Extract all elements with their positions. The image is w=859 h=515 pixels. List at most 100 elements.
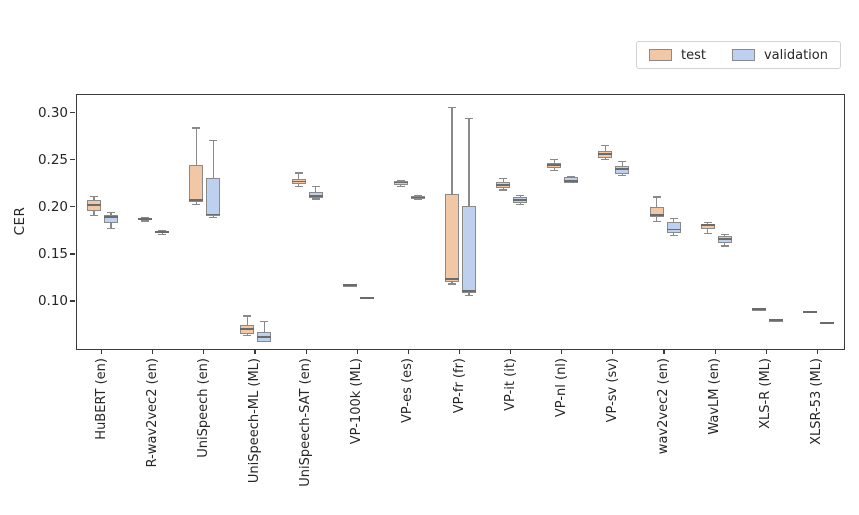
x-tick-label: XLSR-53 (ML) <box>809 358 825 445</box>
whisker-upper <box>451 107 453 194</box>
whisker-lower <box>553 168 555 171</box>
whisker-upper <box>655 197 658 207</box>
median-line <box>564 179 579 182</box>
whisker-upper <box>246 316 249 325</box>
whisker-upper <box>315 186 317 193</box>
x-tick-label: VP-it (it) <box>502 358 518 411</box>
whisker-cap-bottom <box>448 283 456 285</box>
whisker-cap-bottom <box>516 203 525 205</box>
whisker-cap-bottom <box>209 216 218 218</box>
whisker-cap-bottom <box>396 185 405 187</box>
median-line <box>819 321 834 324</box>
median-line <box>257 335 272 338</box>
median-line <box>104 216 119 219</box>
whisker-cap-top <box>669 217 678 219</box>
median-line <box>513 198 528 201</box>
x-tick-mark <box>714 349 716 354</box>
median-line <box>393 181 408 184</box>
median-line <box>666 228 681 231</box>
whisker-cap-bottom <box>294 185 303 187</box>
x-tick-label: VP-nl (nl) <box>553 358 569 418</box>
whisker-lower <box>212 215 214 218</box>
y-tick-label: 0.30 <box>37 104 68 121</box>
plot-area <box>76 94 845 350</box>
whisker-cap-top <box>90 196 99 198</box>
whisker-lower <box>468 293 470 296</box>
x-tick-mark <box>305 349 307 354</box>
y-tick-label: 0.20 <box>37 198 68 215</box>
whisker-cap-top <box>652 196 661 198</box>
x-tick-mark <box>612 349 614 354</box>
whisker-lower <box>502 188 504 190</box>
box-validation <box>666 222 681 233</box>
median-line <box>359 296 374 299</box>
whisker-cap-bottom <box>192 203 201 205</box>
x-tick-label: VP-sv (sv) <box>604 358 620 423</box>
whisker-cap-bottom <box>158 233 167 235</box>
median-line <box>700 224 715 227</box>
x-tick-mark <box>152 349 154 354</box>
test-color-swatch <box>649 49 673 61</box>
whisker-lower <box>93 210 95 216</box>
box-test <box>445 193 459 283</box>
x-tick-label: UniSpeech-ML (ML) <box>246 358 262 484</box>
whisker-upper <box>519 195 521 198</box>
x-tick-mark <box>407 349 409 354</box>
x-tick-mark <box>100 349 103 354</box>
whisker-cap-top <box>260 321 269 323</box>
whisker-upper <box>468 118 470 206</box>
x-tick-label: WavLM (en) <box>707 358 723 435</box>
whisker-lower <box>724 242 726 246</box>
median-line <box>751 308 766 311</box>
x-tick-label: VP-100k (ML) <box>349 358 365 445</box>
x-tick-mark <box>254 349 256 354</box>
legend-label-test: test <box>681 47 706 63</box>
whisker-cap-top <box>703 221 712 224</box>
median-line <box>240 328 255 331</box>
whisker-cap-bottom <box>720 245 729 247</box>
whisker-upper <box>298 173 300 179</box>
median-line <box>155 231 170 234</box>
whisker-cap-top <box>720 234 729 236</box>
median-line <box>547 164 562 166</box>
box-test <box>189 164 204 203</box>
x-tick-label: UniSpeech-SAT (en) <box>298 358 314 487</box>
median-line <box>445 278 459 281</box>
whisker-cap-bottom <box>141 220 150 222</box>
y-tick-label: 0.10 <box>37 292 68 309</box>
whisker-cap-bottom <box>703 233 712 235</box>
median-line <box>768 319 783 322</box>
median-line <box>410 196 425 199</box>
whisker-upper <box>621 161 623 166</box>
whisker-upper <box>195 127 197 165</box>
whisker-lower <box>672 232 675 236</box>
box-validation <box>104 214 119 223</box>
y-tick-label: 0.25 <box>37 151 68 168</box>
median-line <box>802 310 817 313</box>
whisker-cap-bottom <box>652 220 661 223</box>
legend-label-validation: validation <box>763 47 828 63</box>
box-validation <box>462 206 476 294</box>
whisker-upper <box>672 218 675 223</box>
x-tick-mark <box>356 349 358 354</box>
x-tick-mark <box>510 349 512 354</box>
whisker-lower <box>621 173 623 176</box>
median-line <box>342 284 357 286</box>
whisker-cap-bottom <box>243 335 252 337</box>
whisker-lower <box>110 222 112 229</box>
whisker-cap-top <box>465 117 473 120</box>
whisker-cap-bottom <box>90 214 99 216</box>
legend-item-test: test <box>649 49 706 62</box>
whisker-cap-bottom <box>601 158 610 161</box>
x-tick-mark <box>663 349 665 354</box>
whisker-lower <box>451 282 453 285</box>
median-line <box>717 238 732 240</box>
whisker-cap-top <box>243 315 252 317</box>
legend: test validation <box>636 41 841 69</box>
whisker-cap-top <box>413 194 422 196</box>
box-validation <box>206 178 221 216</box>
whisker-cap-top <box>516 194 525 196</box>
whisker-lower <box>655 217 658 222</box>
whisker-upper <box>212 140 214 179</box>
